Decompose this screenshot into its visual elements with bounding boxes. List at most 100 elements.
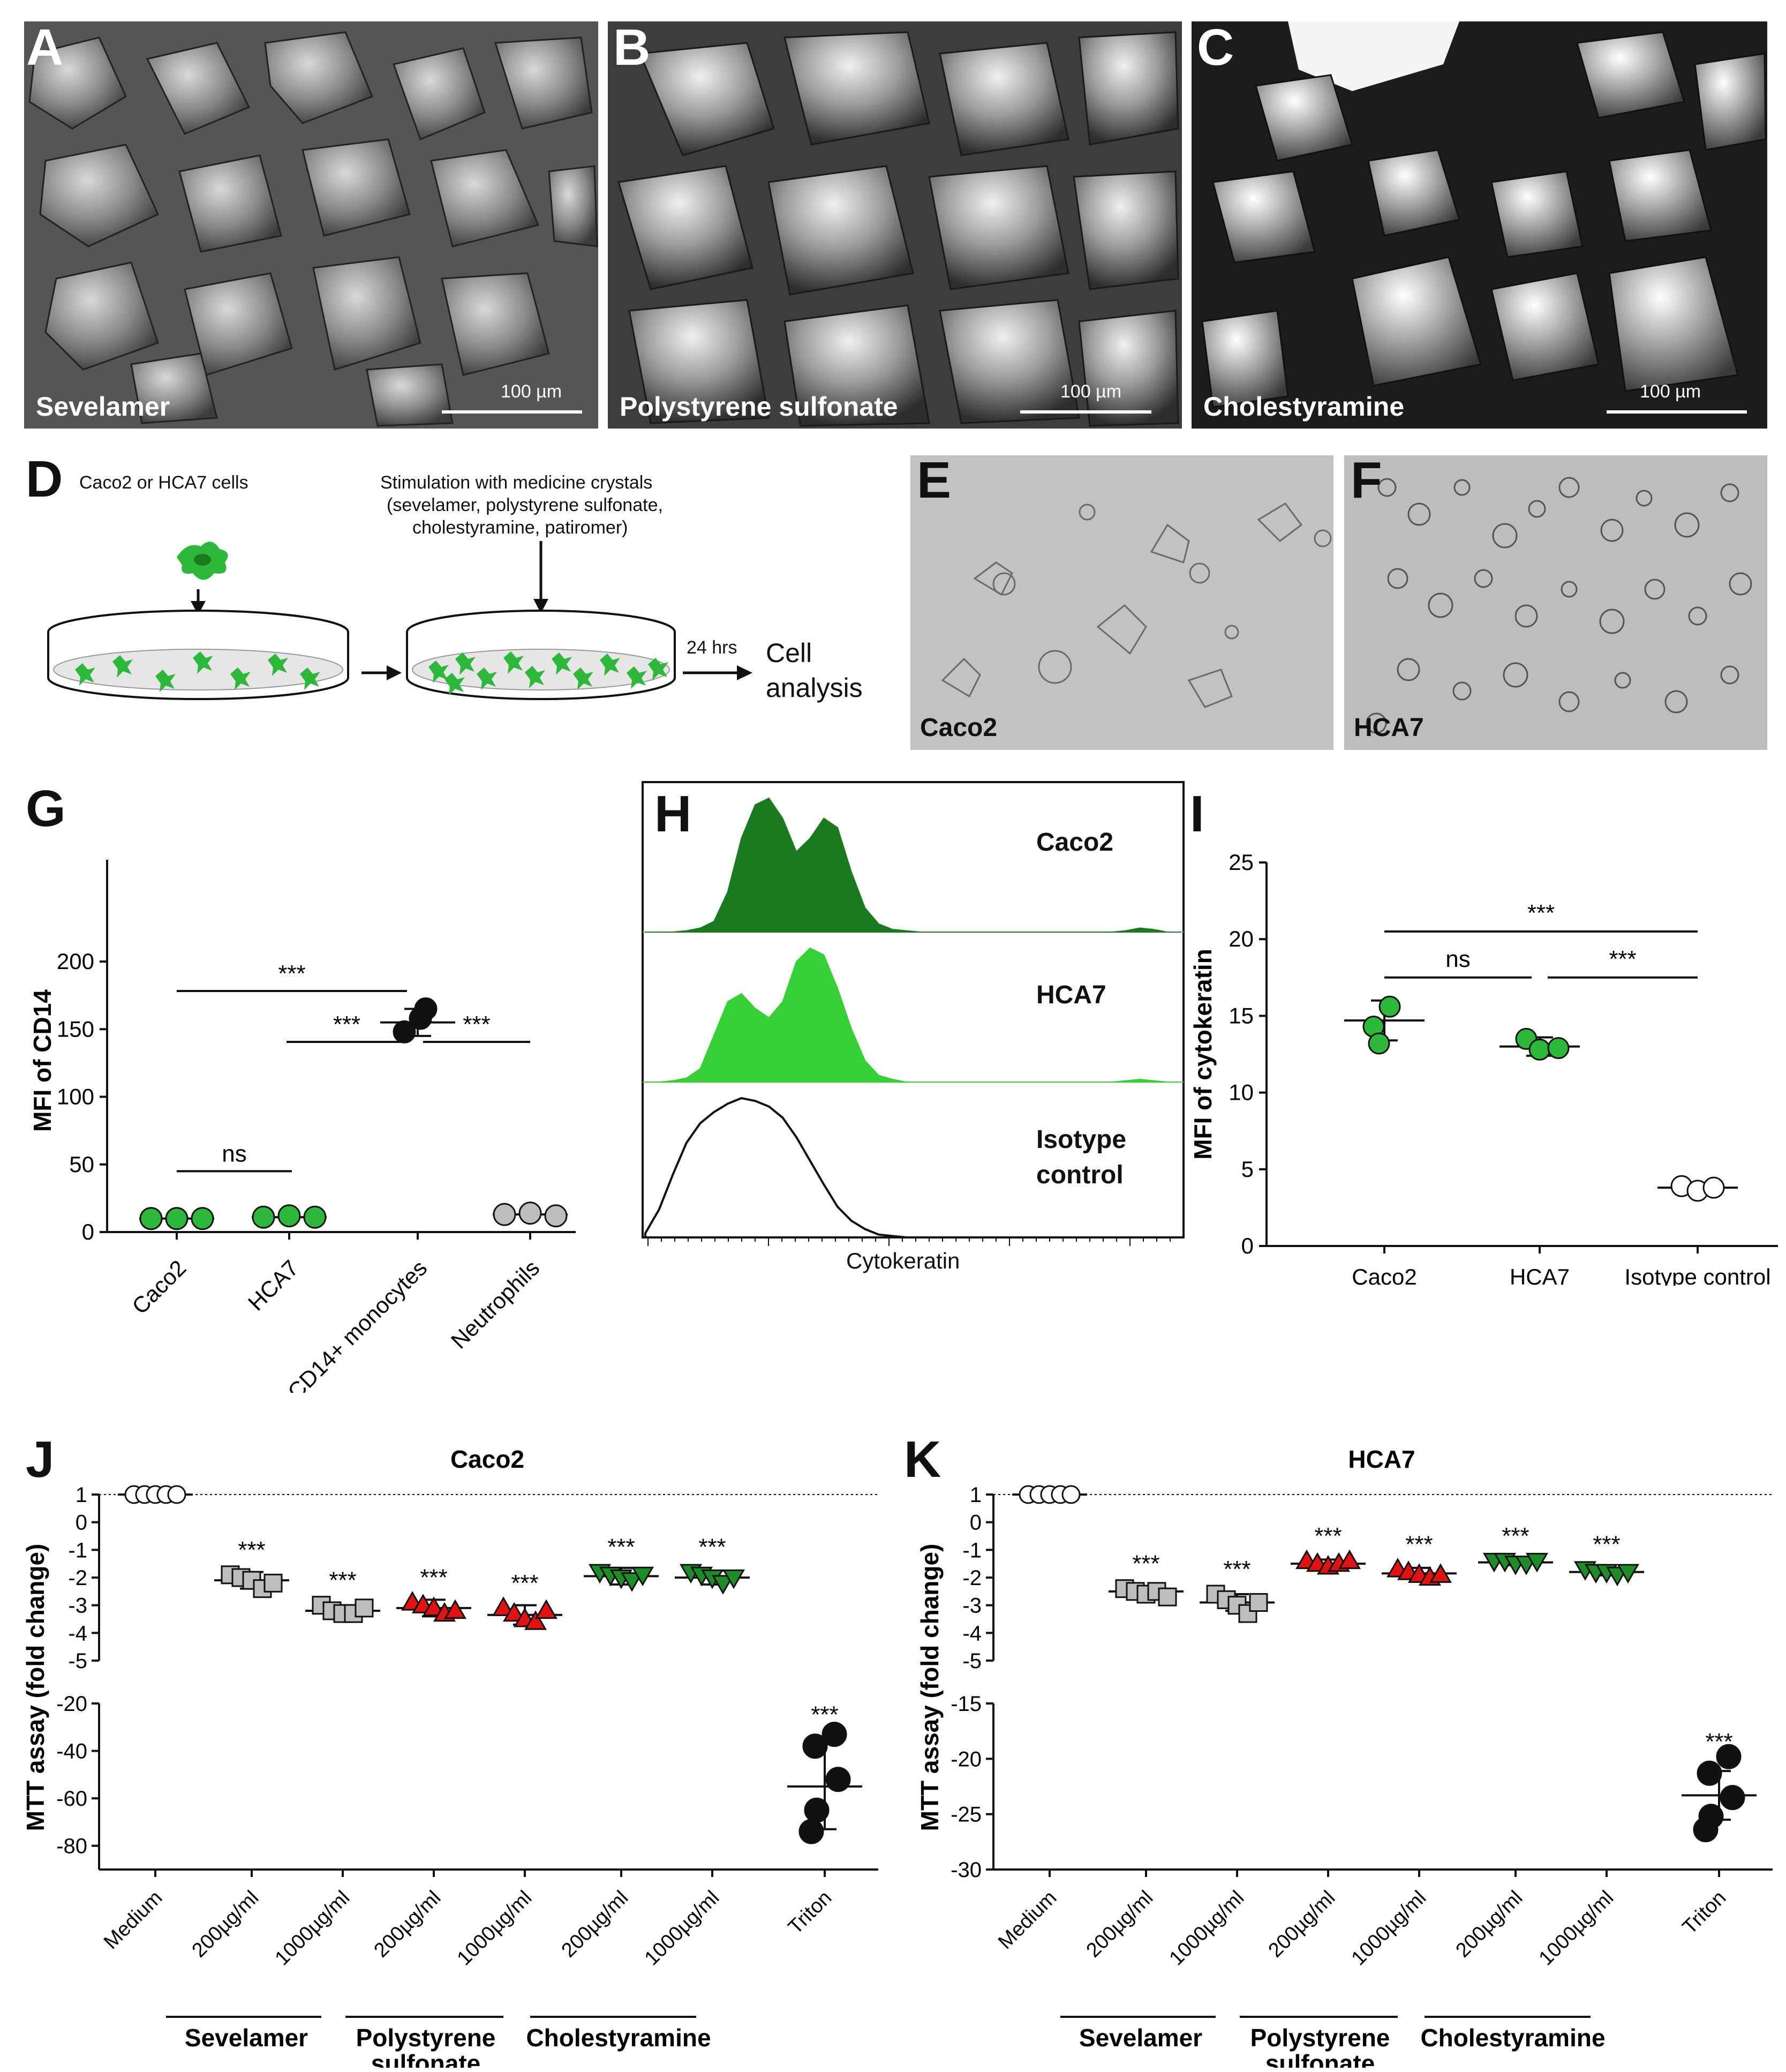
sem-image-sevelamer: A Sevelamer 100 µm xyxy=(24,21,598,429)
sem-label-polystyrene: Polystyrene sulfonate xyxy=(620,392,898,422)
sem-texture xyxy=(608,21,1182,429)
data-point xyxy=(303,1205,327,1229)
data-point xyxy=(1338,1549,1361,1570)
data-point xyxy=(621,1572,643,1592)
result-label-2: analysis xyxy=(766,673,863,703)
x-tick-label: Triton xyxy=(784,1887,836,1939)
significance-label: *** xyxy=(607,1534,635,1560)
histogram-label-hca7: HCA7 xyxy=(1036,981,1106,1009)
data-point xyxy=(1547,1037,1570,1060)
data-point xyxy=(252,1205,275,1229)
significance-label: *** xyxy=(1609,946,1636,972)
group-label-cholestyramine: Cholestyramine xyxy=(526,2024,711,2052)
y-tick-label: 0 xyxy=(970,1511,982,1535)
histogram-area xyxy=(645,947,1181,1083)
significance-label: *** xyxy=(1593,1532,1620,1558)
data-point xyxy=(1429,1563,1452,1583)
scale-bar xyxy=(442,410,582,414)
group-label-polystyrene: Polystyrene xyxy=(1250,2024,1390,2052)
panel-letter-d: D xyxy=(26,451,63,508)
group-label-sevelamer: Sevelamer xyxy=(1079,2024,1202,2052)
y-axis-label: MFI of cytokeratin xyxy=(1189,949,1217,1160)
x-tick-label: HCA7 xyxy=(1510,1264,1570,1286)
x-tick-label: 1000µg/ml xyxy=(271,1887,355,1970)
y-tick-label: -20 xyxy=(56,1692,87,1716)
data-point xyxy=(139,1207,163,1230)
panel-letter-k: K xyxy=(904,1431,941,1488)
data-point xyxy=(722,1569,745,1589)
y-tick-label: -80 xyxy=(56,1835,87,1858)
panel-letter-a: A xyxy=(26,21,64,76)
y-tick-label: -4 xyxy=(962,1621,982,1645)
data-point xyxy=(804,1797,830,1823)
data-point xyxy=(444,1599,466,1619)
x-tick-label: Neutrophils xyxy=(446,1255,544,1353)
group-label-sulfonate: sulfonate xyxy=(371,2050,480,2068)
y-tick-label: -3 xyxy=(962,1594,982,1618)
x-tick-label: 200µg/ml xyxy=(188,1887,263,1962)
data-point xyxy=(1249,1593,1268,1612)
data-point xyxy=(544,1204,568,1228)
significance-label: *** xyxy=(1223,1556,1250,1582)
significance-label: *** xyxy=(698,1534,726,1560)
arrow-head xyxy=(387,665,402,680)
scale-bar xyxy=(1020,410,1151,414)
time-label: 24 hrs xyxy=(687,637,737,658)
y-tick-label: 100 xyxy=(57,1084,94,1109)
histogram-label-isotype-2: control xyxy=(1036,1161,1124,1189)
y-tick-label: 20 xyxy=(1229,926,1254,951)
sem-texture xyxy=(24,21,598,429)
data-point xyxy=(798,1819,824,1844)
data-point xyxy=(492,1596,515,1616)
sem-texture xyxy=(1192,21,1767,429)
data-point xyxy=(503,1602,525,1622)
significance-label: *** xyxy=(463,1011,490,1038)
panel-letter-e: E xyxy=(917,455,952,509)
data-point xyxy=(1526,1552,1548,1573)
scale-bar-label: 100 µm xyxy=(501,381,562,402)
data-point xyxy=(263,1573,283,1593)
panel-letter-h: H xyxy=(654,785,692,843)
x-tick-label: 200µg/ml xyxy=(1082,1887,1158,1962)
x-tick-label: HCA7 xyxy=(243,1255,303,1315)
data-point xyxy=(1716,1744,1742,1769)
x-tick-label: Medium xyxy=(994,1887,1061,1954)
significance-label: *** xyxy=(420,1565,447,1591)
histogram-label-isotype-1: Isotype xyxy=(1036,1125,1127,1154)
data-point xyxy=(1158,1587,1177,1606)
y-tick-label: 5 xyxy=(1241,1157,1254,1182)
x-tick-label: Caco2 xyxy=(1352,1264,1416,1286)
culture-dish-stimulated xyxy=(406,610,676,700)
significance-label: *** xyxy=(1705,1729,1732,1755)
significance-label: *** xyxy=(1502,1523,1529,1549)
x-tick-label: 1000µg/ml xyxy=(640,1887,724,1970)
group-label-cholestyramine: Cholestyramine xyxy=(1420,2024,1605,2052)
y-tick-label: 150 xyxy=(57,1016,94,1041)
chart-title: Caco2 xyxy=(450,1445,524,1473)
x-tick-label: 1000µg/ml xyxy=(453,1887,537,1970)
micrograph-label: HCA7 xyxy=(1354,714,1424,742)
data-point xyxy=(355,1598,374,1618)
y-tick-label: -20 xyxy=(951,1747,982,1771)
culture-dish xyxy=(47,610,349,700)
y-tick-label: 50 xyxy=(69,1152,94,1177)
y-tick-label: 0 xyxy=(76,1511,87,1535)
result-label-1: Cell xyxy=(766,638,812,668)
data-point xyxy=(1368,1032,1390,1055)
y-axis-label: MTT assay (fold change) xyxy=(21,1544,49,1831)
x-tick-label: 1000µg/ml xyxy=(1347,1887,1431,1970)
significance-label: *** xyxy=(1314,1523,1342,1549)
significance-label: *** xyxy=(1527,900,1555,926)
y-tick-label: 200 xyxy=(57,949,94,974)
arrow-head xyxy=(737,665,752,680)
chart-h-histogram xyxy=(642,781,1185,1246)
data-point xyxy=(802,1733,828,1759)
micrograph-caco2: E Caco2 xyxy=(910,455,1333,750)
x-tick-label: Caco2 xyxy=(127,1255,191,1319)
y-axis-label: MTT assay (fold change) xyxy=(916,1544,944,1831)
significance-label: *** xyxy=(329,1567,356,1594)
arrow-head xyxy=(533,599,548,613)
significance-label: *** xyxy=(1132,1551,1159,1577)
data-point xyxy=(1697,1760,1722,1786)
